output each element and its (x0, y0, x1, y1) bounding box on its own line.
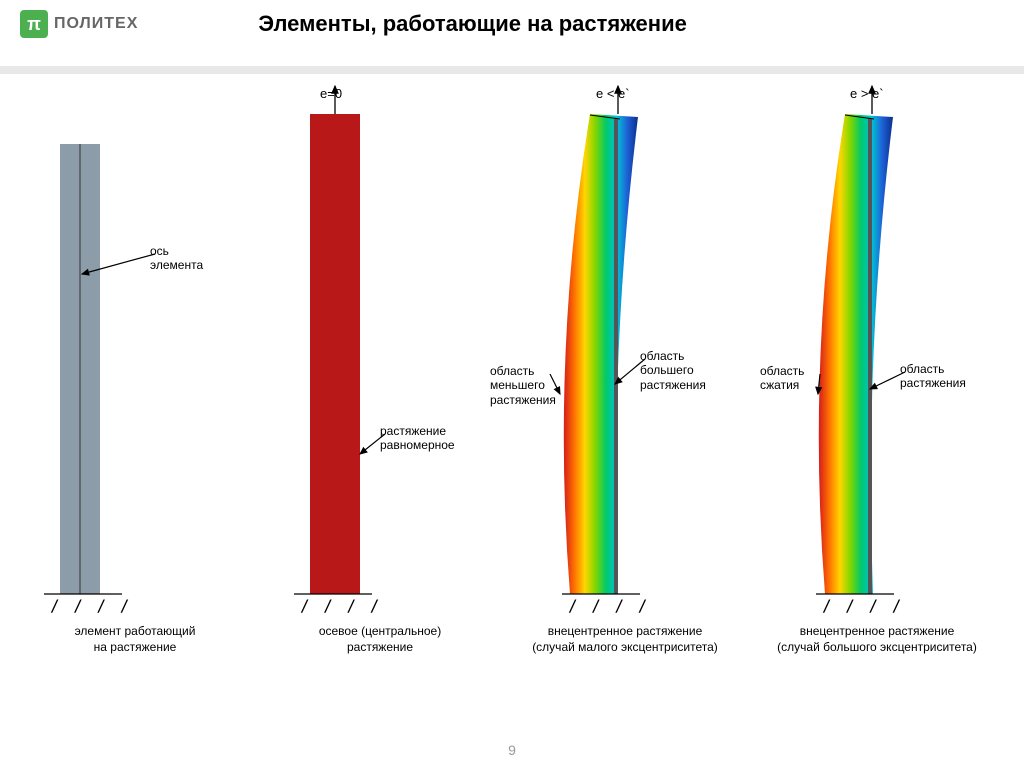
caption-red: осевое (центральное)растяжение (265, 624, 495, 655)
logo-text: ПОЛИТЕХ (54, 15, 138, 33)
ground-hatch: / / / / (822, 596, 903, 615)
annotation-rainbow2-1: областьрастяжения (900, 362, 966, 391)
caption-gray: элемент работающийна растяжение (20, 624, 250, 655)
rainbow1-column (564, 114, 638, 594)
annotation-rainbow2-0: областьсжатия (760, 364, 804, 393)
ground-hatch: / / / / (300, 596, 381, 615)
caption-rainbow1: внецентренное растяжение(случай малого э… (510, 624, 740, 655)
ground-hatch: / / / / (50, 596, 131, 615)
annotation-gray-0: осьэлемента (150, 244, 203, 273)
annotation-rainbow1-0: областьменьшегорастяжения (490, 364, 556, 407)
logo-icon: π (20, 10, 48, 38)
ecc-label-red: e=0 (320, 86, 342, 101)
annotation-rainbow1-1: областьбольшегорастяжения (640, 349, 706, 392)
ecc-label-rainbow1: e < e` (596, 86, 630, 101)
ground-hatch: / / / / (568, 596, 649, 615)
divider (0, 66, 1024, 74)
logo: π ПОЛИТЕХ (20, 10, 138, 38)
page-title: Элементы, работающие на растяжение (258, 11, 686, 37)
ecc-label-rainbow2: e > e` (850, 86, 884, 101)
rainbow2-column (819, 114, 893, 594)
red-column (310, 114, 360, 594)
diagram-area: / / / / элемент работающийна растяжение ос… (0, 74, 1024, 714)
annotation-red-0: растяжениеравномерное (380, 424, 455, 453)
caption-rainbow2: внецентренное растяжение(случай большого… (762, 624, 992, 655)
page-number: 9 (508, 742, 516, 758)
